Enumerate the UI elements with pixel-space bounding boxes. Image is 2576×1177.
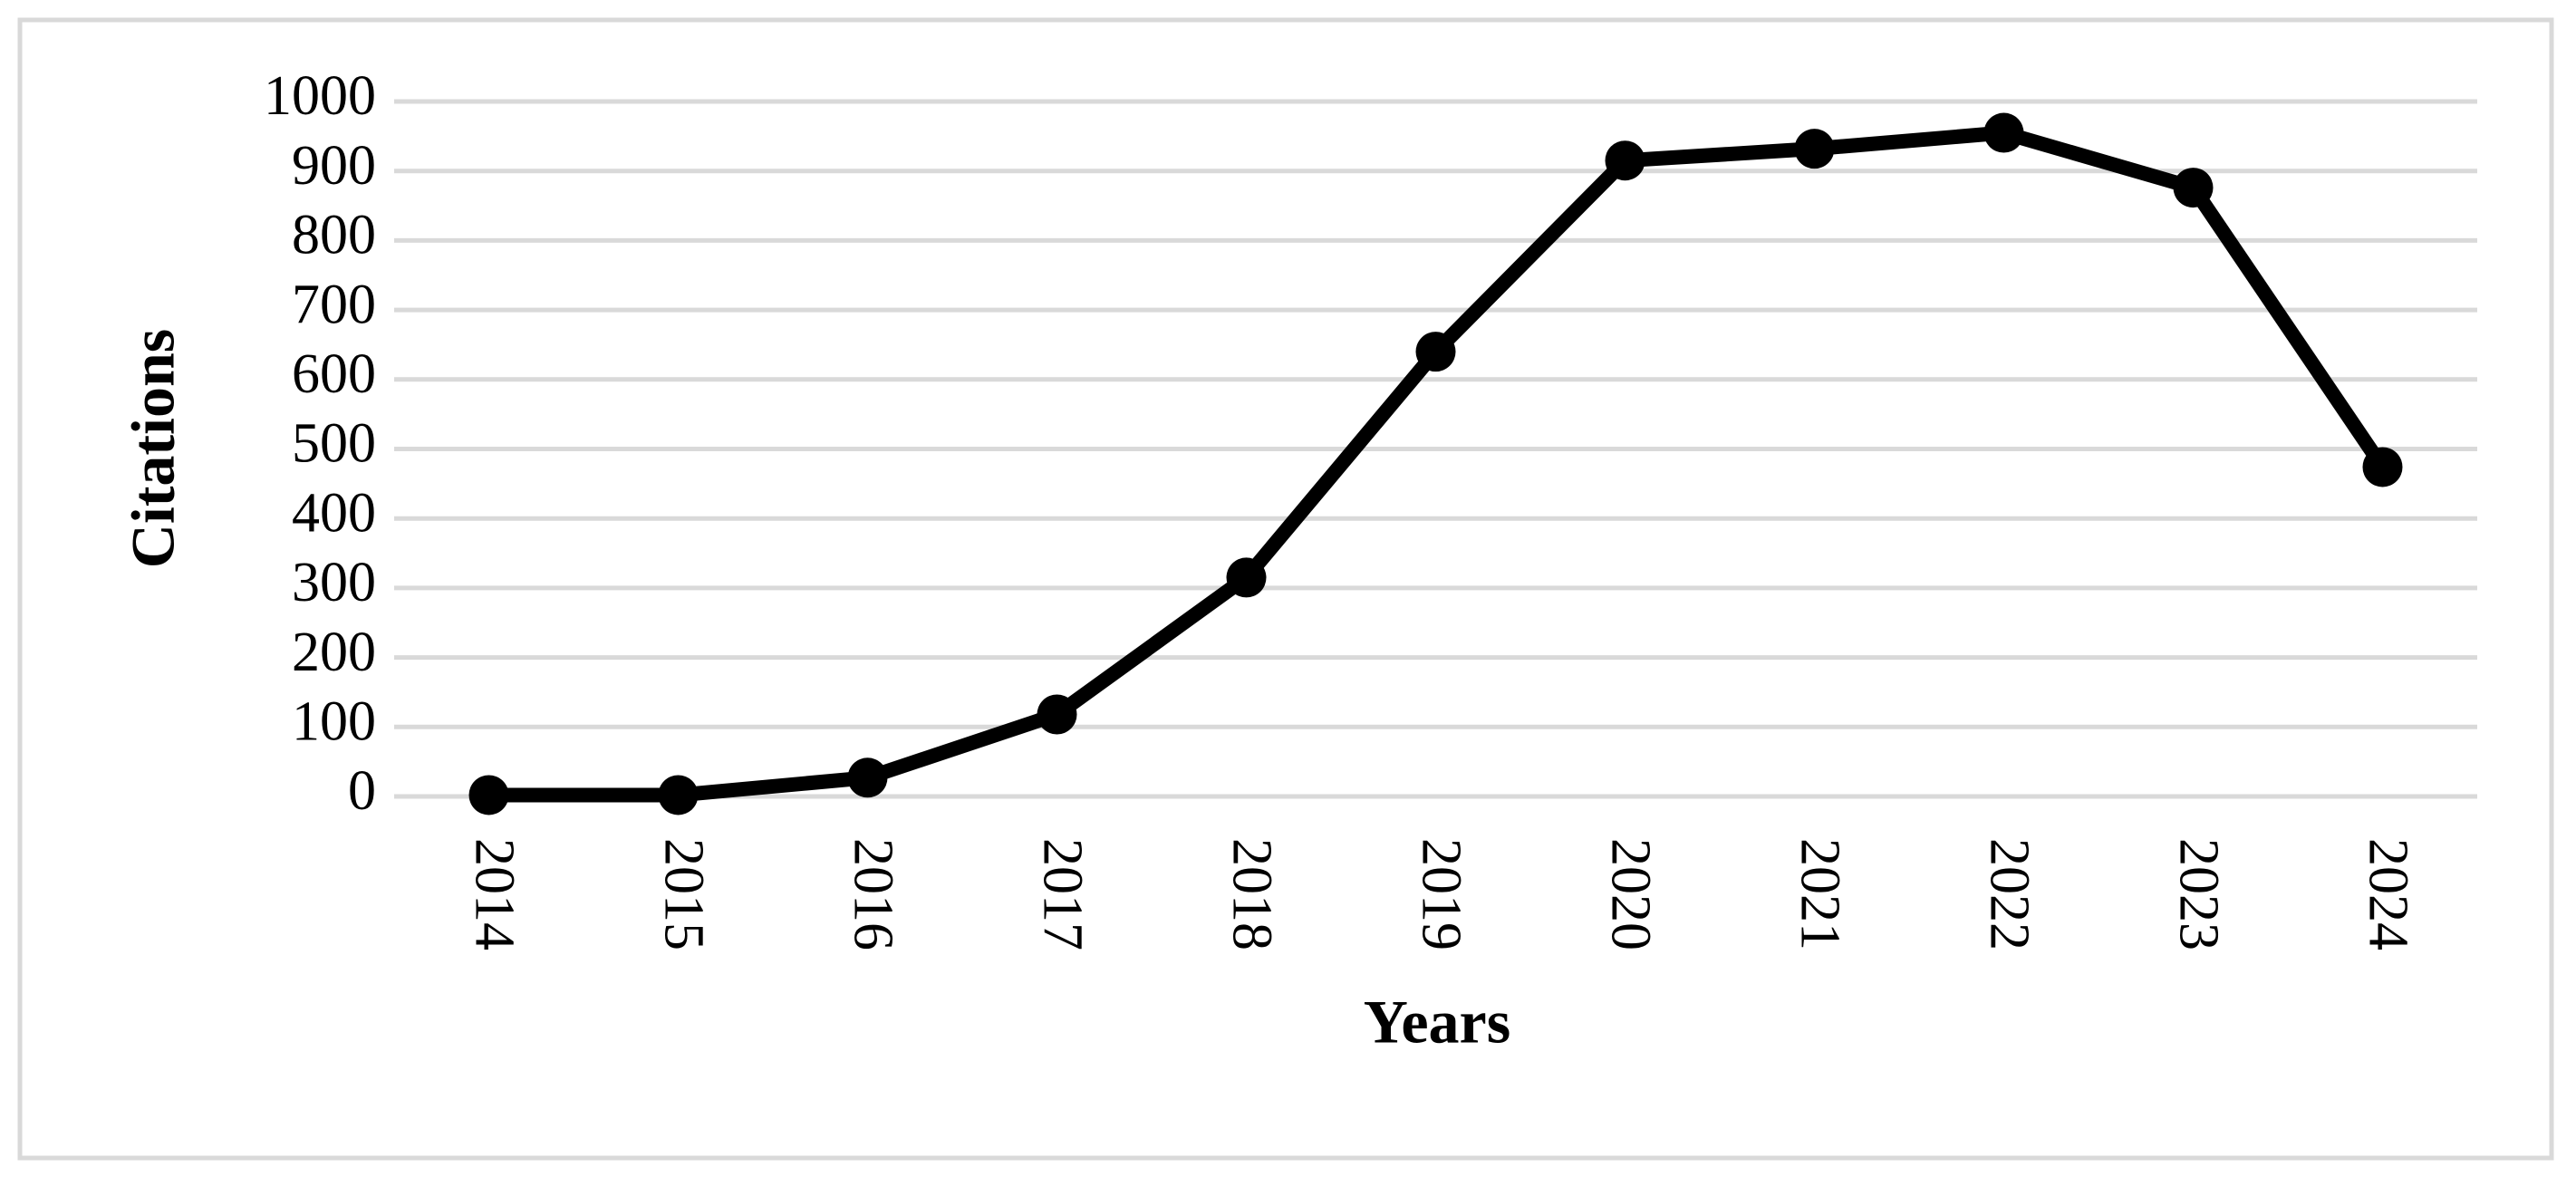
y-tick-label: 600 bbox=[292, 343, 376, 405]
y-tick-label: 700 bbox=[292, 274, 376, 335]
data-point bbox=[1605, 140, 1645, 181]
x-tick-label: 2022 bbox=[1978, 838, 2040, 950]
data-point bbox=[2362, 447, 2403, 487]
x-tick-label: 2015 bbox=[652, 838, 714, 950]
x-tick-label: 2023 bbox=[2167, 838, 2229, 950]
data-point bbox=[468, 775, 509, 815]
x-tick-label: 2019 bbox=[1410, 838, 1471, 950]
data-point bbox=[1794, 129, 1835, 169]
x-tick-label: 2021 bbox=[1789, 838, 1850, 950]
y-tick-label: 900 bbox=[292, 135, 376, 197]
y-tick-label: 800 bbox=[292, 205, 376, 266]
y-tick-label: 300 bbox=[292, 552, 376, 613]
data-point bbox=[2173, 168, 2214, 208]
y-tick-label: 200 bbox=[292, 622, 376, 683]
x-tick-label: 2016 bbox=[842, 838, 903, 950]
data-point bbox=[1226, 557, 1267, 598]
y-axis-title: Citations bbox=[119, 329, 188, 568]
x-tick-label: 2017 bbox=[1031, 838, 1093, 950]
x-tick-label: 2014 bbox=[463, 838, 525, 950]
x-tick-label: 2018 bbox=[1220, 838, 1282, 950]
data-point bbox=[1983, 112, 2024, 153]
y-tick-label: 100 bbox=[292, 691, 376, 753]
x-axis-title: Years bbox=[1364, 988, 1510, 1056]
data-point bbox=[847, 757, 888, 798]
y-tick-label: 0 bbox=[348, 760, 376, 822]
y-tick-label: 500 bbox=[292, 413, 376, 475]
data-point bbox=[1037, 694, 1077, 735]
data-point bbox=[658, 775, 699, 815]
data-point bbox=[1415, 332, 1456, 372]
x-tick-label: 2020 bbox=[1599, 838, 1661, 950]
x-tick-label: 2024 bbox=[2357, 838, 2418, 950]
y-tick-label: 1000 bbox=[264, 65, 376, 127]
y-tick-label: 400 bbox=[292, 482, 376, 544]
